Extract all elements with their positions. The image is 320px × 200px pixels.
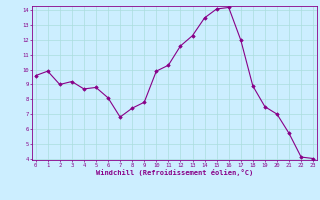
X-axis label: Windchill (Refroidissement éolien,°C): Windchill (Refroidissement éolien,°C) [96, 169, 253, 176]
